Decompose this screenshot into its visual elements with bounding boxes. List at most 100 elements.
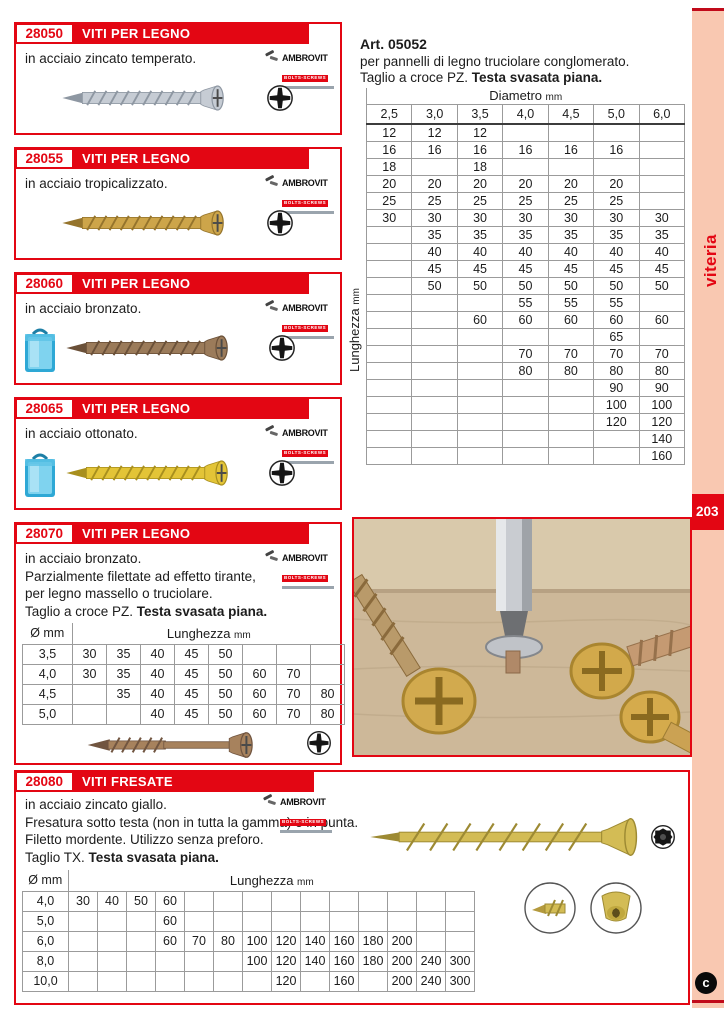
table-cell (242, 970, 272, 992)
length-column-header: Lunghezza mm (68, 870, 475, 892)
page-number: 203 (692, 494, 724, 530)
table-cell: 80 (502, 361, 549, 380)
table-cell: 50 (502, 276, 549, 295)
brand-name: AMBROVIT (282, 53, 328, 63)
table-cell (547, 327, 595, 346)
table-cell: 50 (638, 276, 686, 295)
table-cell: 120 (271, 930, 301, 952)
table-cell: 20 (365, 174, 413, 193)
table-cell (126, 950, 156, 972)
table-cell (547, 429, 595, 448)
table-cell: 55 (547, 293, 595, 312)
description-line: Taglio a croce PZ. (25, 603, 137, 619)
product-code: 28050 (16, 24, 73, 42)
table-cell (358, 890, 388, 912)
table-row: 55 55 55 (365, 293, 686, 312)
table-cell (126, 930, 156, 952)
diameter-label: Diametro (489, 88, 543, 104)
product-header: 28060 VITI PER LEGNO (14, 272, 309, 294)
table-cell: 25 (593, 191, 640, 210)
table-cell (213, 970, 243, 992)
table-cell: 18 (456, 157, 504, 176)
table-row: 30 30 30 30 30 30 30 (365, 208, 686, 227)
header-cell: 4,0 (502, 103, 549, 125)
table-cell: 30 (68, 890, 98, 912)
table-cell: 80 (309, 703, 346, 725)
description-line: per legno massello o truciolare. (25, 586, 213, 601)
table-cell (593, 123, 640, 142)
description-line: Filetto mordente. Utilizzo senza preforo… (25, 832, 264, 847)
table-cell: 200 (387, 950, 417, 972)
table-cell: 300 (444, 970, 476, 992)
table-cell: 25 (411, 191, 458, 210)
brand-underline (282, 585, 334, 589)
brand-name: AMBROVIT (282, 428, 328, 438)
table-row: 40 40 40 40 40 40 (365, 242, 686, 261)
table-cell (411, 395, 458, 414)
product-description: in acciaio tropicalizzato. (25, 176, 168, 191)
table-cell: 60 (593, 310, 640, 329)
table-cell: 20 (502, 174, 549, 193)
table-cell (271, 910, 301, 932)
brand-tagline: BOLTS-SCREWS (282, 575, 329, 582)
table-cell (365, 446, 413, 465)
table-cell: 200 (387, 970, 417, 992)
table-cell: 18 (365, 157, 413, 176)
table-cell: 45 (174, 663, 209, 685)
table-cell: 90 (638, 378, 686, 397)
product-box-28055: 28055 VITI PER LEGNO in acciaio tropical… (14, 147, 342, 260)
table-cell: 16 (593, 140, 640, 159)
table-cell: 60 (242, 683, 277, 705)
length-unit: mm (297, 876, 314, 888)
table-cell: 55 (502, 293, 549, 312)
table-cell: 200 (387, 930, 417, 952)
table-row: 100 100 (365, 395, 686, 414)
table-cell: 20 (411, 174, 458, 193)
table-cell (547, 412, 595, 431)
description-line: Taglio a croce PZ. (360, 70, 472, 85)
table-cell: 45 (174, 703, 209, 725)
table-cell: 30 (72, 663, 107, 685)
description-line: Taglio TX. (25, 849, 89, 865)
table-cell: 45 (547, 259, 595, 278)
table-cell: 4,0 (22, 663, 73, 685)
table-cell: 40 (502, 242, 549, 261)
table-row: 70 70 70 70 (365, 344, 686, 363)
table-cell: 120 (271, 950, 301, 972)
product-header: 28080 VITI FRESATE (14, 770, 314, 792)
table-row: 20 20 20 20 20 20 (365, 174, 686, 193)
table-cell (638, 123, 686, 142)
table-cell: 12 (365, 123, 413, 142)
table-row: 8,0 100 120 140 160 180 200 240 300 (22, 950, 476, 972)
table-cell: 60 (242, 703, 277, 725)
table-cell: 100 (242, 930, 272, 952)
table-cell (213, 890, 243, 912)
table-cell (184, 890, 214, 912)
table-cell: 6,0 (22, 930, 69, 952)
table-cell: 4,5 (22, 683, 73, 705)
table-cell (365, 259, 413, 278)
table-cell: 16 (456, 140, 504, 159)
product-code: 28060 (16, 274, 73, 292)
photo-illustration (347, 519, 724, 768)
table-cell: 140 (300, 930, 330, 952)
table-cell (358, 910, 388, 932)
table-cell (365, 327, 413, 346)
table-cell: 65 (593, 327, 640, 346)
product-description: in acciaio bronzato. (25, 301, 142, 316)
product-description: in acciaio zincato giallo. Fresatura sot… (25, 796, 358, 866)
table-cell: 60 (155, 910, 185, 932)
table-cell (309, 643, 346, 665)
table-cell (387, 890, 417, 912)
diameter-column-header: Ø mm (22, 623, 73, 645)
pz-drive-icon (306, 730, 332, 756)
table-cell (638, 191, 686, 210)
table-row: 25 25 25 25 25 25 (365, 191, 686, 210)
table-cell (97, 910, 127, 932)
table-cell: 25 (502, 191, 549, 210)
table-cell (416, 910, 446, 932)
table-cell (502, 327, 549, 346)
table-cell (456, 446, 504, 465)
table-cell (502, 123, 549, 142)
header-cell: 6,0 (638, 103, 686, 125)
